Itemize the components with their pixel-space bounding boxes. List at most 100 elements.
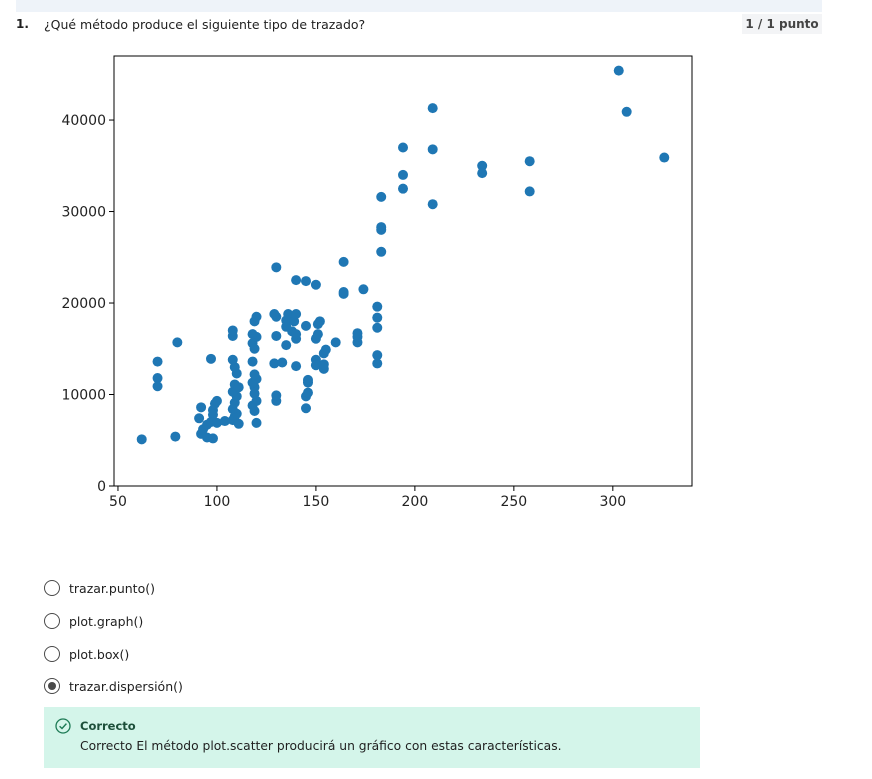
radio-button[interactable] [44,613,60,629]
plot-frame [113,55,693,487]
data-point [211,395,222,406]
data-point [172,337,183,348]
radio-button-selected[interactable] [44,678,60,694]
data-point [271,390,282,401]
data-point [372,350,383,361]
data-point [372,322,383,333]
x-tick-label: 150 [303,494,330,510]
scatter-chart: 50 100 150 200 250 300 0 10000 20000 30000 40000 [40,44,700,528]
data-point [281,340,292,351]
data-point [372,358,383,369]
data-point [376,191,387,202]
points-group [136,65,670,445]
data-point [136,434,147,445]
data-point [152,381,163,392]
data-point [291,275,302,286]
data-point [249,369,260,380]
data-point [310,279,321,290]
data-point [291,361,302,372]
radio-dot [48,682,56,690]
data-point [376,246,387,257]
option-2[interactable]: plot.graph() [44,610,143,632]
chart-svg: 50 100 150 200 250 300 0 10000 20000 30000 40000 [61,55,693,510]
y-tick-label: 10000 [61,388,106,404]
data-point [233,382,244,393]
data-point [524,156,535,167]
y-tick-label: 30000 [61,205,106,221]
data-point [227,354,238,365]
data-point [227,325,238,336]
data-point [524,186,535,197]
check-circle-icon [55,718,71,734]
data-point [247,356,258,367]
option-label: trazar.punto() [69,580,155,596]
data-point [372,312,383,323]
top-banner [16,0,822,12]
data-point [398,169,408,180]
data-point [277,357,288,368]
data-point [621,106,632,117]
data-point [291,309,302,319]
data-point [152,373,163,384]
data-point [398,183,408,194]
data-point [194,413,205,424]
feedback-box: Correcto Correcto El método plot.scatter… [44,707,700,768]
data-point [372,301,383,312]
option-label: plot.box() [69,646,130,662]
data-point [271,330,282,341]
radio-button[interactable] [44,646,60,662]
x-axis: 50 100 150 200 250 300 [109,486,626,510]
data-point [269,358,280,369]
data-point [207,433,218,444]
data-point [613,65,624,76]
option-1[interactable]: trazar.punto() [44,577,155,599]
data-point [477,160,488,171]
data-point [170,431,181,442]
x-tick-label: 200 [402,494,429,510]
data-point [302,387,313,398]
data-point [312,329,323,340]
feedback-title: Correcto [80,719,136,733]
data-point [338,256,349,267]
option-3[interactable]: plot.box() [44,643,129,665]
x-tick-label: 250 [500,494,527,510]
data-point [249,343,260,354]
option-label: plot.graph() [69,613,144,629]
data-point [211,417,222,428]
y-tick-label: 40000 [61,113,106,129]
data-point [338,287,349,298]
data-point [269,309,280,319]
data-point [219,416,230,427]
data-point [314,316,325,327]
data-point [427,199,438,210]
data-point [310,360,321,371]
radio-button[interactable] [44,580,60,596]
data-point [251,311,262,322]
x-tick-label: 50 [109,494,127,510]
y-tick-label: 0 [97,479,106,495]
data-point [196,402,207,413]
data-point [271,262,282,273]
y-tick-label: 20000 [61,296,106,312]
data-point [320,344,331,355]
data-point [330,337,341,348]
data-point [251,417,262,428]
option-4[interactable]: trazar.dispersión() [44,675,183,697]
score-badge: 1 / 1 punto [742,14,822,34]
data-point [358,284,369,295]
data-point [302,374,313,385]
option-label: trazar.dispersión() [69,678,183,694]
data-point [247,329,258,340]
data-point [291,329,302,340]
data-point [352,328,363,339]
feedback-text: Correcto El método plot.scatter producir… [80,739,562,753]
data-point [301,403,312,414]
data-point [301,276,312,287]
data-point [376,222,387,233]
data-point [152,356,163,367]
data-point [301,320,312,331]
data-point [659,152,670,163]
data-point [477,168,488,179]
question-number: 1. [16,17,29,31]
x-tick-label: 100 [204,494,231,510]
